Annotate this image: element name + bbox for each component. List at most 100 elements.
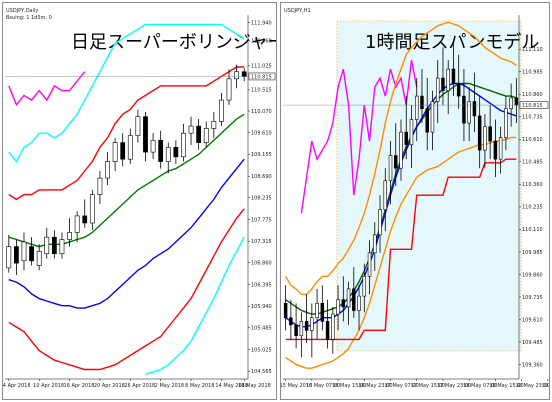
y-tick-label: 107.775 (251, 217, 272, 223)
y-tick-label: 105.025 (251, 347, 272, 353)
y-tick-label: 110.860 (522, 92, 543, 98)
candle-body (219, 99, 224, 122)
y-tick-label: 106.395 (251, 282, 272, 288)
daily-chart-svg[interactable]: USDJPY,Daily Bsuing: 1 1d5m: 0 日足スーパーボリン… (3, 3, 276, 399)
candle (289, 299, 293, 340)
y-tick-label: 110.235 (522, 205, 543, 211)
candle (414, 78, 419, 142)
candle-body (514, 97, 519, 106)
y-tick-label: 109.985 (522, 250, 543, 256)
candle-body (378, 209, 382, 236)
candle (211, 111, 217, 138)
candle-body (67, 232, 72, 240)
x-tick-label: 19 May 07:00 (542, 383, 549, 389)
candle (362, 263, 367, 313)
candle (483, 114, 487, 169)
candle-body (196, 125, 202, 143)
series-line-1 (284, 21, 517, 295)
candle (158, 130, 164, 169)
candle-body (320, 303, 325, 322)
daily-chart-subheader: Bsuing: 1 1d5m: 0 (6, 15, 52, 21)
candle-body (498, 137, 503, 160)
x-tick-label: 10 Apr 2018 (33, 383, 64, 389)
series-line-0 (8, 23, 245, 163)
y-tick-label: 109.735 (522, 295, 543, 301)
candle (120, 133, 126, 167)
candle-body (6, 246, 12, 269)
candle (29, 237, 34, 266)
series-line-1 (8, 66, 245, 201)
candle (467, 87, 471, 142)
x-tick-label: 18 May 23:00 (516, 383, 549, 389)
candle (74, 211, 80, 242)
candle (346, 281, 351, 325)
candle-body (127, 135, 133, 160)
y-tick-label: 110.110 (522, 227, 543, 233)
candle (451, 42, 456, 97)
hourly-chart-panel[interactable]: USDJPY,H1 1時間足スパンモデル 111.110 110.985 110.8… (280, 2, 550, 400)
candle (82, 199, 88, 228)
x-tick-label: 15 May 2018 (281, 383, 312, 389)
daily-chart-panel[interactable]: USDJPY,Daily Bsuing: 1 1d5m: 0 日足スーパーボリン… (2, 2, 277, 400)
x-tick-label: 20 Apr 2018 (94, 383, 125, 389)
candle (89, 189, 95, 231)
y-tick-label: 110.360 (522, 182, 543, 188)
candle-body (435, 77, 440, 102)
candle-body (362, 275, 367, 297)
x-tick-label: 4 Apr 2018 (3, 383, 31, 389)
candle-body (399, 131, 403, 169)
candle-body (51, 236, 57, 255)
candle (477, 96, 482, 169)
candle-body (394, 155, 398, 169)
candle-body (29, 246, 34, 262)
y-tick-label: 110.985 (522, 70, 543, 76)
y-tick-label: 109.610 (251, 131, 272, 137)
daily-chart-header: USDJPY,Daily (6, 8, 38, 14)
candle (135, 109, 141, 143)
candle (173, 140, 179, 164)
current-price-label: 110.815 (522, 103, 543, 109)
candle (456, 54, 461, 109)
candle-body (509, 97, 513, 110)
candle (165, 142, 171, 174)
candle-body (451, 68, 456, 84)
candle (219, 93, 224, 127)
candle (357, 285, 361, 331)
candle-body (404, 131, 408, 146)
candle-body (289, 317, 293, 326)
hourly-chart-svg[interactable]: USDJPY,H1 1時間足スパンモデル 111.110 110.985 110.8… (281, 3, 549, 399)
candle (150, 133, 156, 160)
candle (143, 111, 148, 162)
x-tick-label: 16 May 15:00 (332, 383, 366, 389)
candle (441, 47, 445, 106)
y-tick-label: 111.025 (251, 64, 272, 70)
y-tick-label: 110.485 (522, 160, 543, 166)
y-tick-label: 108.235 (251, 196, 272, 202)
y-tick-label: 110.070 (251, 109, 272, 115)
candle (493, 119, 498, 178)
x-tick-label: 18 May 2018 (238, 383, 271, 389)
x-tick-label: 17 May 07:00 (385, 383, 419, 389)
series-line-4 (8, 208, 245, 371)
candle (325, 299, 330, 349)
candle (59, 232, 65, 259)
x-tick-label: 17 May 15:00 (411, 383, 445, 389)
candle (283, 285, 288, 331)
candle (315, 288, 319, 340)
candle (112, 137, 118, 171)
hourly-chart-title: 1時間足スパンモデル (365, 32, 539, 53)
candle-body (493, 140, 498, 160)
y-tick-label: 104.565 (251, 369, 272, 375)
hourly-highlight-zone (336, 20, 522, 352)
candle (14, 239, 19, 275)
candle-body (483, 126, 487, 151)
candle-body (325, 321, 330, 340)
candle-body (304, 321, 309, 331)
candle (188, 116, 194, 145)
x-tick-label: 8 May 2018 (185, 383, 214, 389)
candle (127, 128, 133, 164)
candle-body (341, 299, 346, 308)
candle (383, 168, 388, 232)
y-tick-label: 110.735 (522, 115, 543, 121)
x-tick-label: 26 Apr 2018 (124, 383, 155, 389)
